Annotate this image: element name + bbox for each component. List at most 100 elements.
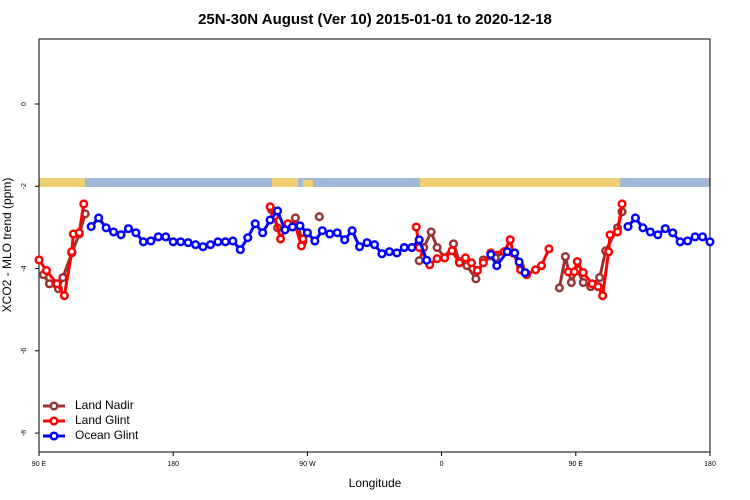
point [109,227,119,237]
point [58,273,68,283]
point [176,237,186,247]
point [422,255,432,265]
point [530,265,541,275]
point [432,254,442,264]
point [325,229,335,239]
point [454,258,465,268]
point [478,258,488,268]
point [123,224,134,234]
point [295,221,305,231]
point [617,199,627,209]
point [183,238,193,248]
point [536,261,547,271]
point [638,223,648,233]
point [340,235,350,245]
point [296,241,306,251]
point [302,228,312,238]
legend-label: Land Nadir [75,398,134,412]
point [265,215,275,225]
point [399,243,409,253]
point [228,236,238,246]
y-tick-label: 0 [21,102,28,106]
point [514,257,524,267]
point [317,226,327,236]
point [668,228,678,238]
point [384,247,394,257]
point [235,245,245,255]
point [440,253,450,263]
point [243,233,253,243]
point [613,227,623,237]
point [566,277,576,288]
point [472,266,482,276]
y-tick-label: -4 [21,265,28,271]
point [67,247,77,257]
point [52,279,62,289]
point [569,267,579,277]
point [146,236,156,246]
map-strip-ocean [39,178,710,187]
legend-swatch-point [49,401,59,411]
y-tick-label: -8 [21,430,28,436]
point [593,282,603,292]
point [258,228,268,238]
legend-label: Ocean Glint [75,428,139,442]
point [310,236,320,246]
point [94,213,104,223]
point [44,279,54,289]
point [605,230,615,240]
point [448,239,459,249]
point [138,237,148,247]
point [520,268,530,278]
series-line [37,203,624,301]
point [510,248,520,258]
point [653,230,663,240]
point [377,249,387,259]
point [407,243,417,253]
point [675,237,685,247]
point [101,223,111,233]
point [697,232,708,242]
point [273,206,283,216]
y-tick-label: -2 [21,183,28,189]
point [414,256,424,266]
x-tick-label: 90 E [32,461,47,468]
x-axis-label: Longitude [349,476,402,490]
point [314,212,324,222]
point [544,244,554,254]
point [131,228,141,238]
point [250,219,260,229]
y-tick-label: -6 [21,348,28,354]
point [355,242,365,252]
point [290,213,301,223]
point [645,227,655,237]
map-strip-land [39,178,620,187]
point [578,268,588,278]
point [630,213,640,223]
point [502,247,512,257]
point [554,283,564,293]
point [369,240,380,250]
point [414,235,424,245]
point [447,246,457,256]
point [683,236,693,246]
point [347,226,357,236]
point [578,277,588,288]
point [41,266,52,276]
point [604,247,614,257]
point [161,232,171,242]
x-tick-label: 90 E [569,461,584,468]
point [560,252,570,262]
point [598,291,608,301]
point [432,243,442,253]
point [486,249,496,260]
point [280,225,290,235]
series-line [42,209,624,291]
point [79,199,89,209]
point [471,274,481,284]
point [595,273,605,283]
legend-swatch-point [49,431,59,441]
legend-swatch-point [49,416,59,426]
point [153,232,163,242]
chart-title: 25N-30N August (Ver 10) 2015-01-01 to 20… [198,11,552,28]
